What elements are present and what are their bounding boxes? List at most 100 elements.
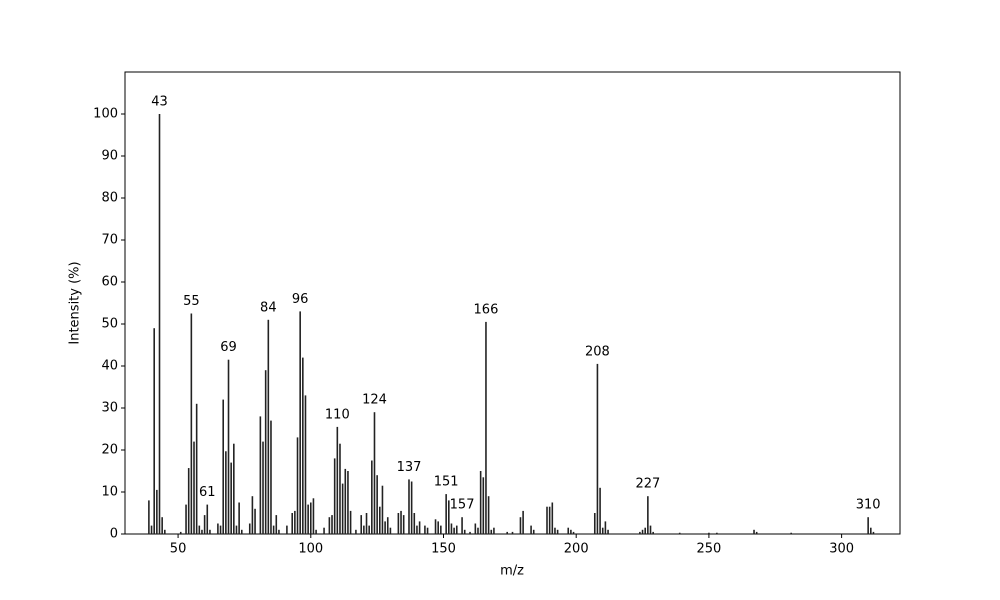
peak-bar	[551, 502, 554, 534]
peak-bar	[187, 468, 190, 534]
peak-bar	[304, 395, 307, 534]
peak-bar	[381, 485, 384, 534]
peak-label: 151	[434, 475, 459, 490]
x-tick-label: 300	[829, 542, 854, 557]
peak-bar	[402, 515, 405, 534]
peak-bar	[450, 523, 453, 534]
plot-frame	[124, 71, 901, 535]
peak-bar	[164, 529, 166, 534]
peak-bar	[219, 525, 222, 534]
peak-bar	[445, 494, 447, 534]
x-tick-label: 100	[298, 542, 323, 557]
peak-bar	[328, 517, 331, 534]
peak-bar	[647, 496, 649, 534]
peak-bar	[604, 521, 607, 534]
x-tick-label: 150	[431, 542, 456, 557]
peak-label: 310	[856, 498, 881, 513]
peak-bar	[373, 412, 376, 534]
peak-bar	[755, 531, 758, 534]
peak-bar	[225, 451, 227, 534]
peak-bar	[567, 527, 570, 534]
peak-bar	[209, 529, 211, 534]
peak-label: 110	[325, 407, 350, 422]
peak-bar	[302, 357, 304, 534]
peak-bar	[286, 525, 288, 534]
peak-bar	[309, 502, 312, 534]
peak-bar	[413, 513, 416, 534]
peak-bar	[490, 529, 493, 534]
peak-bar	[418, 521, 421, 534]
peak-label: 124	[362, 393, 387, 408]
peak-bar	[546, 506, 548, 534]
peak-bar	[652, 531, 654, 534]
peak-bar	[203, 515, 206, 534]
peak-bar	[469, 531, 471, 534]
peak-bar	[522, 510, 524, 534]
peak-bar	[307, 504, 309, 534]
peak-bar	[294, 510, 296, 534]
peak-label: 69	[220, 340, 237, 355]
peak-bar	[272, 525, 275, 534]
peak-bar	[870, 527, 872, 534]
peak-bar	[264, 370, 267, 534]
peak-bar	[179, 531, 182, 534]
peak-bar	[572, 531, 575, 534]
peak-bar	[716, 532, 718, 534]
peak-bar	[678, 532, 681, 534]
y-tick-label: 0	[110, 527, 118, 542]
peak-bar	[185, 504, 187, 534]
peak-label: 137	[397, 460, 422, 475]
x-tick-label: 200	[564, 542, 589, 557]
peak-bar	[548, 506, 551, 534]
peak-bar	[511, 531, 514, 534]
peak-bar	[193, 441, 195, 534]
peak-bar	[161, 517, 163, 534]
peak-bar	[371, 460, 373, 534]
peak-bar	[190, 313, 193, 534]
peak-bar	[397, 513, 400, 534]
peak-bar	[376, 475, 378, 534]
x-tick-label: 50	[170, 542, 187, 557]
y-tick-label: 80	[101, 191, 118, 206]
peak-bar	[153, 328, 155, 534]
peak-bar	[753, 529, 755, 534]
peak-label: 227	[635, 477, 660, 492]
y-tick-label: 10	[101, 485, 118, 500]
peak-bar	[206, 504, 209, 534]
peak-bar	[641, 529, 644, 534]
peak-bar	[360, 515, 363, 534]
peak-bar	[556, 529, 559, 534]
peak-bar	[156, 489, 158, 534]
peak-bar	[426, 527, 429, 534]
peak-bar	[296, 437, 299, 534]
y-tick-label: 50	[101, 317, 118, 332]
peak-bar	[150, 525, 153, 534]
peak-bar	[519, 517, 522, 534]
y-tick-label: 40	[101, 359, 118, 374]
peak-bar	[198, 525, 201, 534]
peak-bar	[259, 416, 262, 534]
peak-bar	[347, 471, 349, 534]
peak-bar	[530, 525, 532, 534]
peak-bar	[389, 527, 392, 534]
peak-bar	[270, 420, 272, 534]
peak-label: 96	[292, 292, 309, 307]
peak-bar	[355, 529, 357, 534]
y-tick-label: 70	[101, 233, 118, 248]
peak-label: 166	[474, 302, 499, 317]
peak-bar	[336, 426, 339, 534]
peak-bar	[333, 458, 336, 534]
peak-bar	[254, 508, 256, 534]
y-tick-label: 30	[101, 401, 118, 416]
peak-bar	[599, 487, 601, 534]
peak-bar	[485, 321, 487, 534]
peak-bar	[299, 311, 301, 534]
peak-bar	[349, 510, 352, 534]
peak-bar	[493, 527, 495, 534]
peak-bar	[649, 525, 652, 534]
peak-label: 208	[585, 344, 610, 359]
peak-bar	[267, 319, 270, 534]
peak-bar	[453, 527, 455, 534]
peak-bar	[195, 403, 198, 534]
